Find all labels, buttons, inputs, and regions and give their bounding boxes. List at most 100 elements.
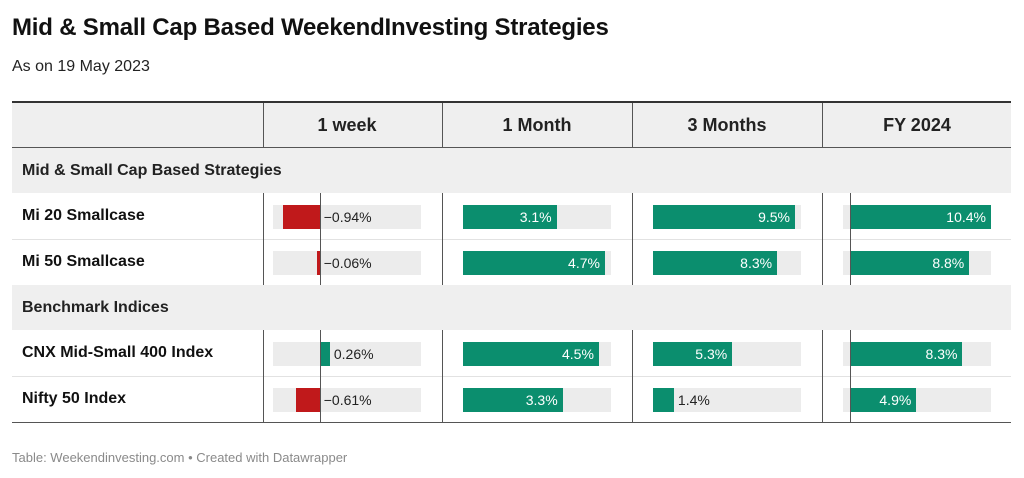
- value-label: 8.3%: [740, 255, 773, 271]
- zero-baseline: [849, 376, 851, 422]
- zero-baseline: [319, 376, 321, 422]
- bar-cell: 4.7%: [12, 239, 1011, 285]
- bar-cell: 0.26%: [12, 330, 1011, 376]
- negative-bar: [295, 388, 320, 412]
- positive-bar: [319, 342, 330, 366]
- column-separator: [442, 330, 443, 376]
- group-header-row: Mid & Small Cap Based Strategies: [12, 148, 1011, 193]
- column-separator: [822, 239, 823, 285]
- row-label: Mi 50 Smallcase: [22, 253, 145, 270]
- value-label: 5.3%: [695, 346, 728, 362]
- negative-bar: [317, 251, 320, 275]
- zero-baseline: [849, 193, 851, 239]
- bar-track: [273, 251, 421, 275]
- positive-bar: [653, 388, 674, 412]
- zero-baseline: [849, 239, 851, 285]
- column-separator: [632, 193, 633, 239]
- bar-track: [653, 388, 801, 412]
- table-top-rule: [12, 101, 1011, 103]
- column-separator: [442, 193, 443, 239]
- zero-baseline: [319, 330, 321, 376]
- positive-bar: [463, 342, 599, 366]
- positive-bar: [849, 342, 963, 366]
- column-header-1-week: 1 week: [317, 115, 377, 135]
- column-separator: [263, 103, 264, 147]
- value-label: −0.61%: [323, 392, 372, 408]
- column-separator: [632, 376, 633, 422]
- column-separator: [632, 330, 633, 376]
- positive-bar: [463, 205, 557, 229]
- value-label: 4.9%: [879, 392, 912, 408]
- value-label: 0.26%: [333, 346, 374, 362]
- row-label: Mi 20 Smallcase: [22, 207, 145, 224]
- column-separator: [263, 239, 264, 285]
- column-separator: [632, 103, 633, 147]
- column-header-3-months: 3 Months: [687, 115, 767, 135]
- bar-cell: −0.06%: [12, 239, 1011, 285]
- bar-track: [273, 342, 421, 366]
- value-label: 8.8%: [932, 255, 965, 271]
- column-separator: [442, 239, 443, 285]
- positive-bar: [653, 342, 733, 366]
- bar-cell: 9.5%: [12, 193, 1011, 239]
- table-header: 1 week 1 Month 3 Months FY 2024: [12, 103, 1011, 148]
- column-separator: [822, 376, 823, 422]
- column-separator: [822, 330, 823, 376]
- value-label: 4.7%: [568, 255, 600, 271]
- table-bottom-rule: [12, 422, 1011, 423]
- zero-baseline: [319, 193, 321, 239]
- zero-baseline: [849, 330, 851, 376]
- positive-bar: [463, 388, 563, 412]
- table-row: Mi 50 Smallcase −0.06% 4.7% 8.3% 8.8%: [12, 239, 1011, 285]
- column-separator: [822, 193, 823, 239]
- bar-cell: 8.8%: [12, 239, 1011, 285]
- bar-cell: 4.9%: [12, 376, 1011, 422]
- column-separator: [632, 239, 633, 285]
- positive-bar: [849, 388, 917, 412]
- row-label: CNX Mid-Small 400 Index: [22, 344, 214, 361]
- value-label: 4.5%: [561, 346, 594, 362]
- value-label: 10.4%: [946, 209, 986, 225]
- column-separator: [263, 376, 264, 422]
- value-label: 8.3%: [925, 346, 958, 362]
- value-label: 9.5%: [758, 209, 791, 225]
- bar-cell: 3.3%: [12, 376, 1011, 422]
- column-separator: [442, 103, 443, 147]
- footer-credit: Table: Weekendinvesting.com • Created wi…: [12, 450, 348, 465]
- chart-title: Mid & Small Cap Based WeekendInvesting S…: [12, 14, 609, 41]
- column-header-1-month: 1 Month: [502, 115, 572, 135]
- negative-bar: [283, 205, 320, 229]
- bar-cell: 1.4%: [12, 376, 1011, 422]
- column-separator: [442, 376, 443, 422]
- zero-baseline: [319, 239, 321, 285]
- column-separator: [263, 330, 264, 376]
- positive-bar: [653, 251, 778, 275]
- group-label: Mid & Small Cap Based Strategies: [22, 162, 282, 179]
- positive-bar: [463, 251, 605, 275]
- bar-cell: −0.61%: [12, 376, 1011, 422]
- positive-bar: [849, 251, 970, 275]
- column-separator: [263, 193, 264, 239]
- bar-cell: 5.3%: [12, 330, 1011, 376]
- value-label: −0.06%: [323, 255, 372, 271]
- bar-cell: 4.5%: [12, 330, 1011, 376]
- table-row: Nifty 50 Index −0.61% 3.3% 1.4% 4.9%: [12, 376, 1011, 422]
- value-label: 3.1%: [519, 209, 552, 225]
- bar-cell: −0.94%: [12, 193, 1011, 239]
- row-divider: [12, 376, 1011, 377]
- table-row: CNX Mid-Small 400 Index 0.26% 4.5% 5.3% 8.3%: [12, 330, 1011, 376]
- bar-cell: 8.3%: [12, 330, 1011, 376]
- value-label: 1.4%: [677, 392, 710, 408]
- value-label: −0.94%: [323, 209, 372, 225]
- positive-bar: [849, 205, 991, 229]
- column-header-fy-2024: FY 2024: [883, 115, 951, 135]
- bar-cell: 3.1%: [12, 193, 1011, 239]
- column-separator: [822, 103, 823, 147]
- value-label: 3.3%: [525, 392, 558, 408]
- group-header-row: Benchmark Indices: [12, 285, 1011, 330]
- bar-cell: 10.4%: [12, 193, 1011, 239]
- table-row: Mi 20 Smallcase −0.94% 3.1% 9.5% 10.4%: [12, 193, 1011, 239]
- chart-subtitle: As on 19 May 2023: [12, 58, 150, 75]
- positive-bar: [653, 205, 796, 229]
- bar-cell: 8.3%: [12, 239, 1011, 285]
